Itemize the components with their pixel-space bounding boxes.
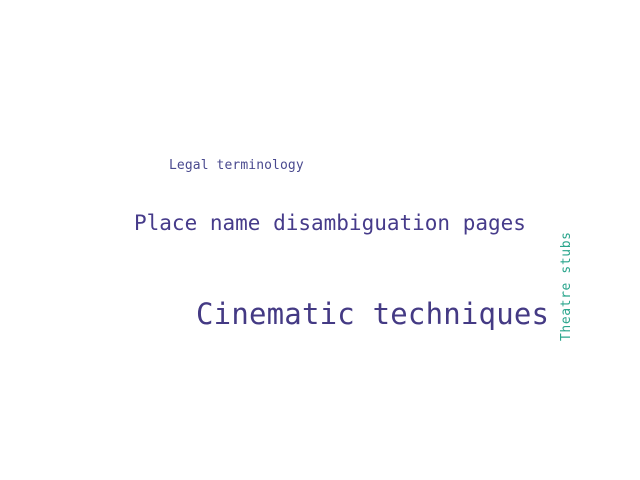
word-place-name-disambiguation-pages: Place name disambiguation pages xyxy=(134,211,526,235)
word-cinematic-techniques: Cinematic techniques xyxy=(196,297,550,331)
word-theatre-stubs: Theatre stubs xyxy=(559,231,574,341)
word-legal-terminology: Legal terminology xyxy=(169,158,304,173)
